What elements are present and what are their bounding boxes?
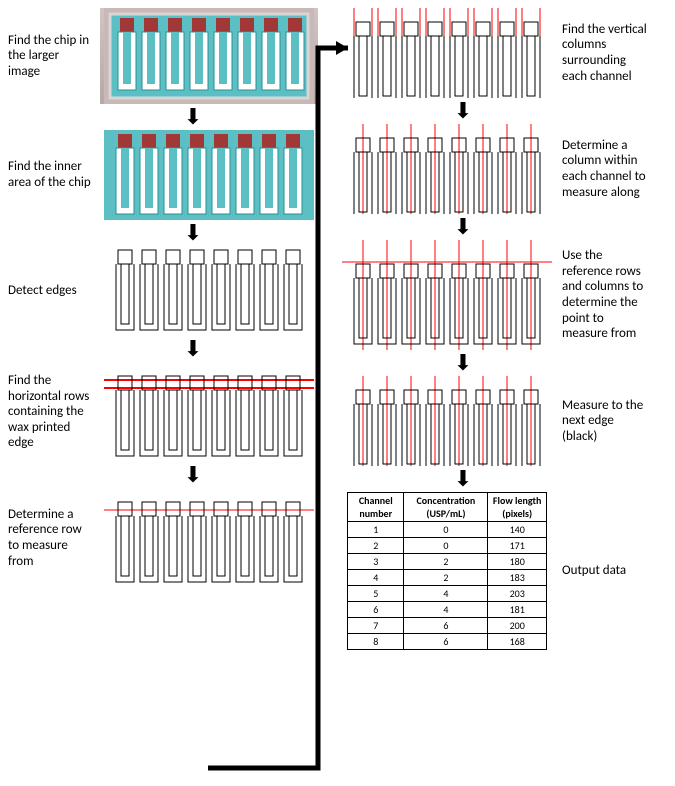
table-cell: 171 xyxy=(488,538,547,554)
table-cell: 5 xyxy=(348,586,404,602)
step-6: Find the vertical columns surrounding ea… xyxy=(338,8,648,98)
step-1: Find the chip in the larger image xyxy=(8,8,318,104)
table-cell: 140 xyxy=(488,522,547,538)
step-9: Measure to the next edge (black) xyxy=(338,376,648,466)
table-cell: 168 xyxy=(488,634,547,650)
table-cell: 183 xyxy=(488,570,547,586)
output-table: Channel numberConcentration (USP/mL)Flow… xyxy=(347,492,547,650)
table-row: 42183 xyxy=(348,570,547,586)
table-cell: 2 xyxy=(348,538,404,554)
step-4: Find the horizontal rows containing the … xyxy=(8,362,318,462)
table-cell: 6 xyxy=(348,602,404,618)
horizontal-rows-image xyxy=(100,362,318,462)
reference-row-image xyxy=(100,488,318,588)
right-column: Find the vertical columns surrounding ea… xyxy=(338,8,648,650)
down-arrow-icon: ⬇ xyxy=(0,464,348,486)
table-row: 76200 xyxy=(348,618,547,634)
table-row: 32180 xyxy=(348,554,547,570)
measure-columns-image xyxy=(338,124,556,214)
table-cell: 6 xyxy=(404,634,488,650)
step-label: Detect edges xyxy=(8,283,94,299)
down-arrow-icon: ⬇ xyxy=(0,338,348,360)
step-2: Find the inner area of the chip xyxy=(8,130,318,220)
down-arrow-icon: ⬇ xyxy=(308,468,675,490)
step-label: Find the horizontal rows containing the … xyxy=(8,373,94,451)
left-column: Find the chip in the larger image xyxy=(8,8,318,650)
flowchart-diagram: Find the chip in the larger image xyxy=(8,8,667,650)
down-arrow-icon: ⬇ xyxy=(308,352,675,374)
table-header: Flow length (pixels) xyxy=(488,493,547,522)
step-8: Use the reference rows and columns to de… xyxy=(338,240,648,350)
step-label: Find the chip in the larger image xyxy=(8,33,94,80)
table-cell: 4 xyxy=(404,586,488,602)
step-5: Determine a reference row to measure fro… xyxy=(8,488,318,588)
step-label: Find the inner area of the chip xyxy=(8,159,94,190)
measure-edge-image xyxy=(338,376,556,466)
table-cell: 2 xyxy=(404,570,488,586)
table-cell: 4 xyxy=(404,602,488,618)
table-header: Channel number xyxy=(348,493,404,522)
table-cell: 6 xyxy=(404,618,488,634)
step-label: Output data xyxy=(562,563,648,579)
table-cell: 180 xyxy=(488,554,547,570)
table-cell: 0 xyxy=(404,522,488,538)
step-10: Channel numberConcentration (USP/mL)Flow… xyxy=(338,492,648,650)
down-arrow-icon: ⬇ xyxy=(308,216,675,238)
table-row: 64181 xyxy=(348,602,547,618)
table-header: Concentration (USP/mL) xyxy=(404,493,488,522)
step-3: Detect edges xyxy=(8,246,318,336)
table-cell: 181 xyxy=(488,602,547,618)
down-arrow-icon: ⬇ xyxy=(0,106,348,128)
edge-image xyxy=(100,246,318,336)
table-cell: 0 xyxy=(404,538,488,554)
step-7: Determine a column within each channel t… xyxy=(338,124,648,214)
table-cell: 1 xyxy=(348,522,404,538)
step-label: Measure to the next edge (black) xyxy=(562,398,648,445)
measure-points-image xyxy=(338,240,556,350)
down-arrow-icon: ⬇ xyxy=(0,222,348,244)
chip-inner-photo xyxy=(100,130,318,220)
table-row: 86168 xyxy=(348,634,547,650)
chip-full-photo xyxy=(100,8,318,104)
step-label: Find the vertical columns surrounding ea… xyxy=(562,22,648,84)
table-cell: 203 xyxy=(488,586,547,602)
down-arrow-icon: ⬇ xyxy=(308,100,675,122)
table-row: 20171 xyxy=(348,538,547,554)
table-cell: 3 xyxy=(348,554,404,570)
table-cell: 7 xyxy=(348,618,404,634)
vertical-columns-image xyxy=(338,8,556,98)
step-label: Use the reference rows and columns to de… xyxy=(562,248,648,342)
table-row: 54203 xyxy=(348,586,547,602)
table-cell: 8 xyxy=(348,634,404,650)
step-label: Determine a column within each channel t… xyxy=(562,138,648,200)
table-cell: 200 xyxy=(488,618,547,634)
table-cell: 4 xyxy=(348,570,404,586)
table-row: 10140 xyxy=(348,522,547,538)
step-label: Determine a reference row to measure fro… xyxy=(8,507,94,569)
table-cell: 2 xyxy=(404,554,488,570)
